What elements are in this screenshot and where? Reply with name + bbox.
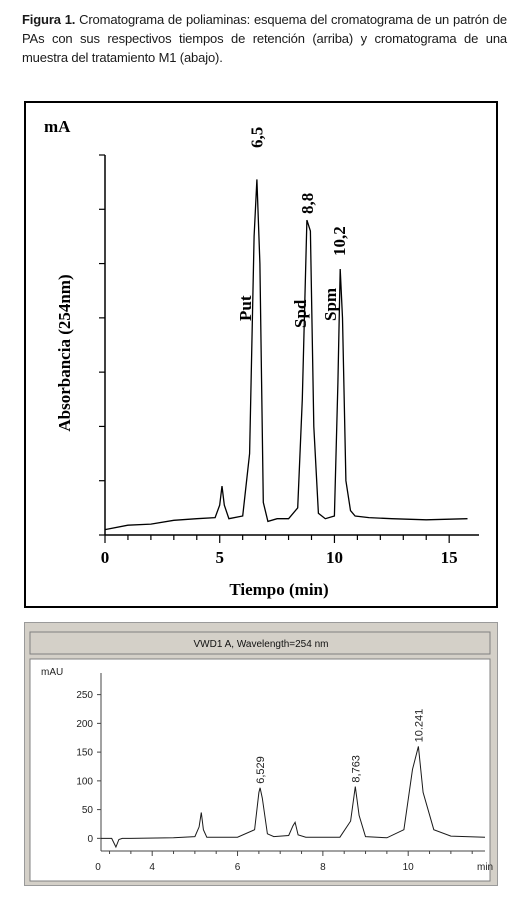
x-tick-label: 8 bbox=[320, 862, 326, 873]
x-tick-label: 10 bbox=[403, 862, 415, 873]
chart-title-bar bbox=[29, 631, 491, 655]
peak-retention-label: 8,763 bbox=[350, 755, 362, 783]
caption-text: Cromatograma de poliaminas: esquema del … bbox=[22, 12, 507, 65]
x-tick-label: 6 bbox=[235, 862, 241, 873]
figure-caption: Figura 1. Cromatograma de poliaminas: es… bbox=[22, 10, 507, 67]
x-tick-label: 10 bbox=[326, 548, 343, 567]
peak-retention-label: 10.241 bbox=[414, 709, 426, 743]
x-axis-label: Tiempo (min) bbox=[229, 580, 328, 599]
chromatogram-trace bbox=[101, 746, 486, 849]
x-tick-label: 4 bbox=[149, 862, 155, 873]
x-tick-label: 5 bbox=[215, 548, 224, 567]
peak-annotation: Put bbox=[236, 295, 255, 321]
x-tick-label: 15 bbox=[441, 548, 458, 567]
x-tick-label-zero: 0 bbox=[95, 862, 101, 873]
standard-chromatogram-chart: mA Absorbancia (254nm) Tiempo (min) 0 5 10… bbox=[24, 101, 498, 608]
peak-annotation: 6,5 bbox=[247, 127, 266, 148]
y-tick-label: 250 bbox=[76, 690, 93, 701]
sample-chromatogram-panel: VWD1 A, Wavelength=254 nm mAU min 0 0 50 1… bbox=[24, 622, 498, 886]
standard-chromatogram-svg: mA Absorbancia (254nm) Tiempo (min) 0 5 10… bbox=[44, 117, 479, 599]
y-tick-label: 100 bbox=[76, 776, 93, 787]
peak-annotation: Spd bbox=[291, 299, 310, 328]
y-axis-label: Absorbancia (254nm) bbox=[55, 274, 74, 431]
chromatogram-trace bbox=[104, 179, 468, 531]
unit-label: mA bbox=[44, 117, 71, 136]
chart-title: VWD1 A, Wavelength=254 nm bbox=[194, 639, 329, 650]
sample-chromatogram-svg: VWD1 A, Wavelength=254 nm mAU min 0 0 50 1… bbox=[29, 631, 493, 882]
peak-annotation: Spm bbox=[321, 288, 340, 321]
x-tick-label: 0 bbox=[101, 548, 110, 567]
x-axis-unit: min bbox=[477, 862, 493, 873]
caption-label: Figura 1. bbox=[22, 12, 76, 27]
y-axis-unit: mAU bbox=[41, 667, 63, 678]
y-tick-label: 150 bbox=[76, 748, 93, 759]
peak-retention-label: 6,529 bbox=[255, 756, 267, 784]
peak-annotation: 8,8 bbox=[298, 193, 317, 214]
y-tick-label: 0 bbox=[87, 834, 93, 845]
plot-background bbox=[29, 658, 491, 882]
y-tick-label: 200 bbox=[76, 719, 93, 730]
peak-annotation: 10,2 bbox=[330, 226, 349, 256]
y-tick-label: 50 bbox=[82, 805, 94, 816]
